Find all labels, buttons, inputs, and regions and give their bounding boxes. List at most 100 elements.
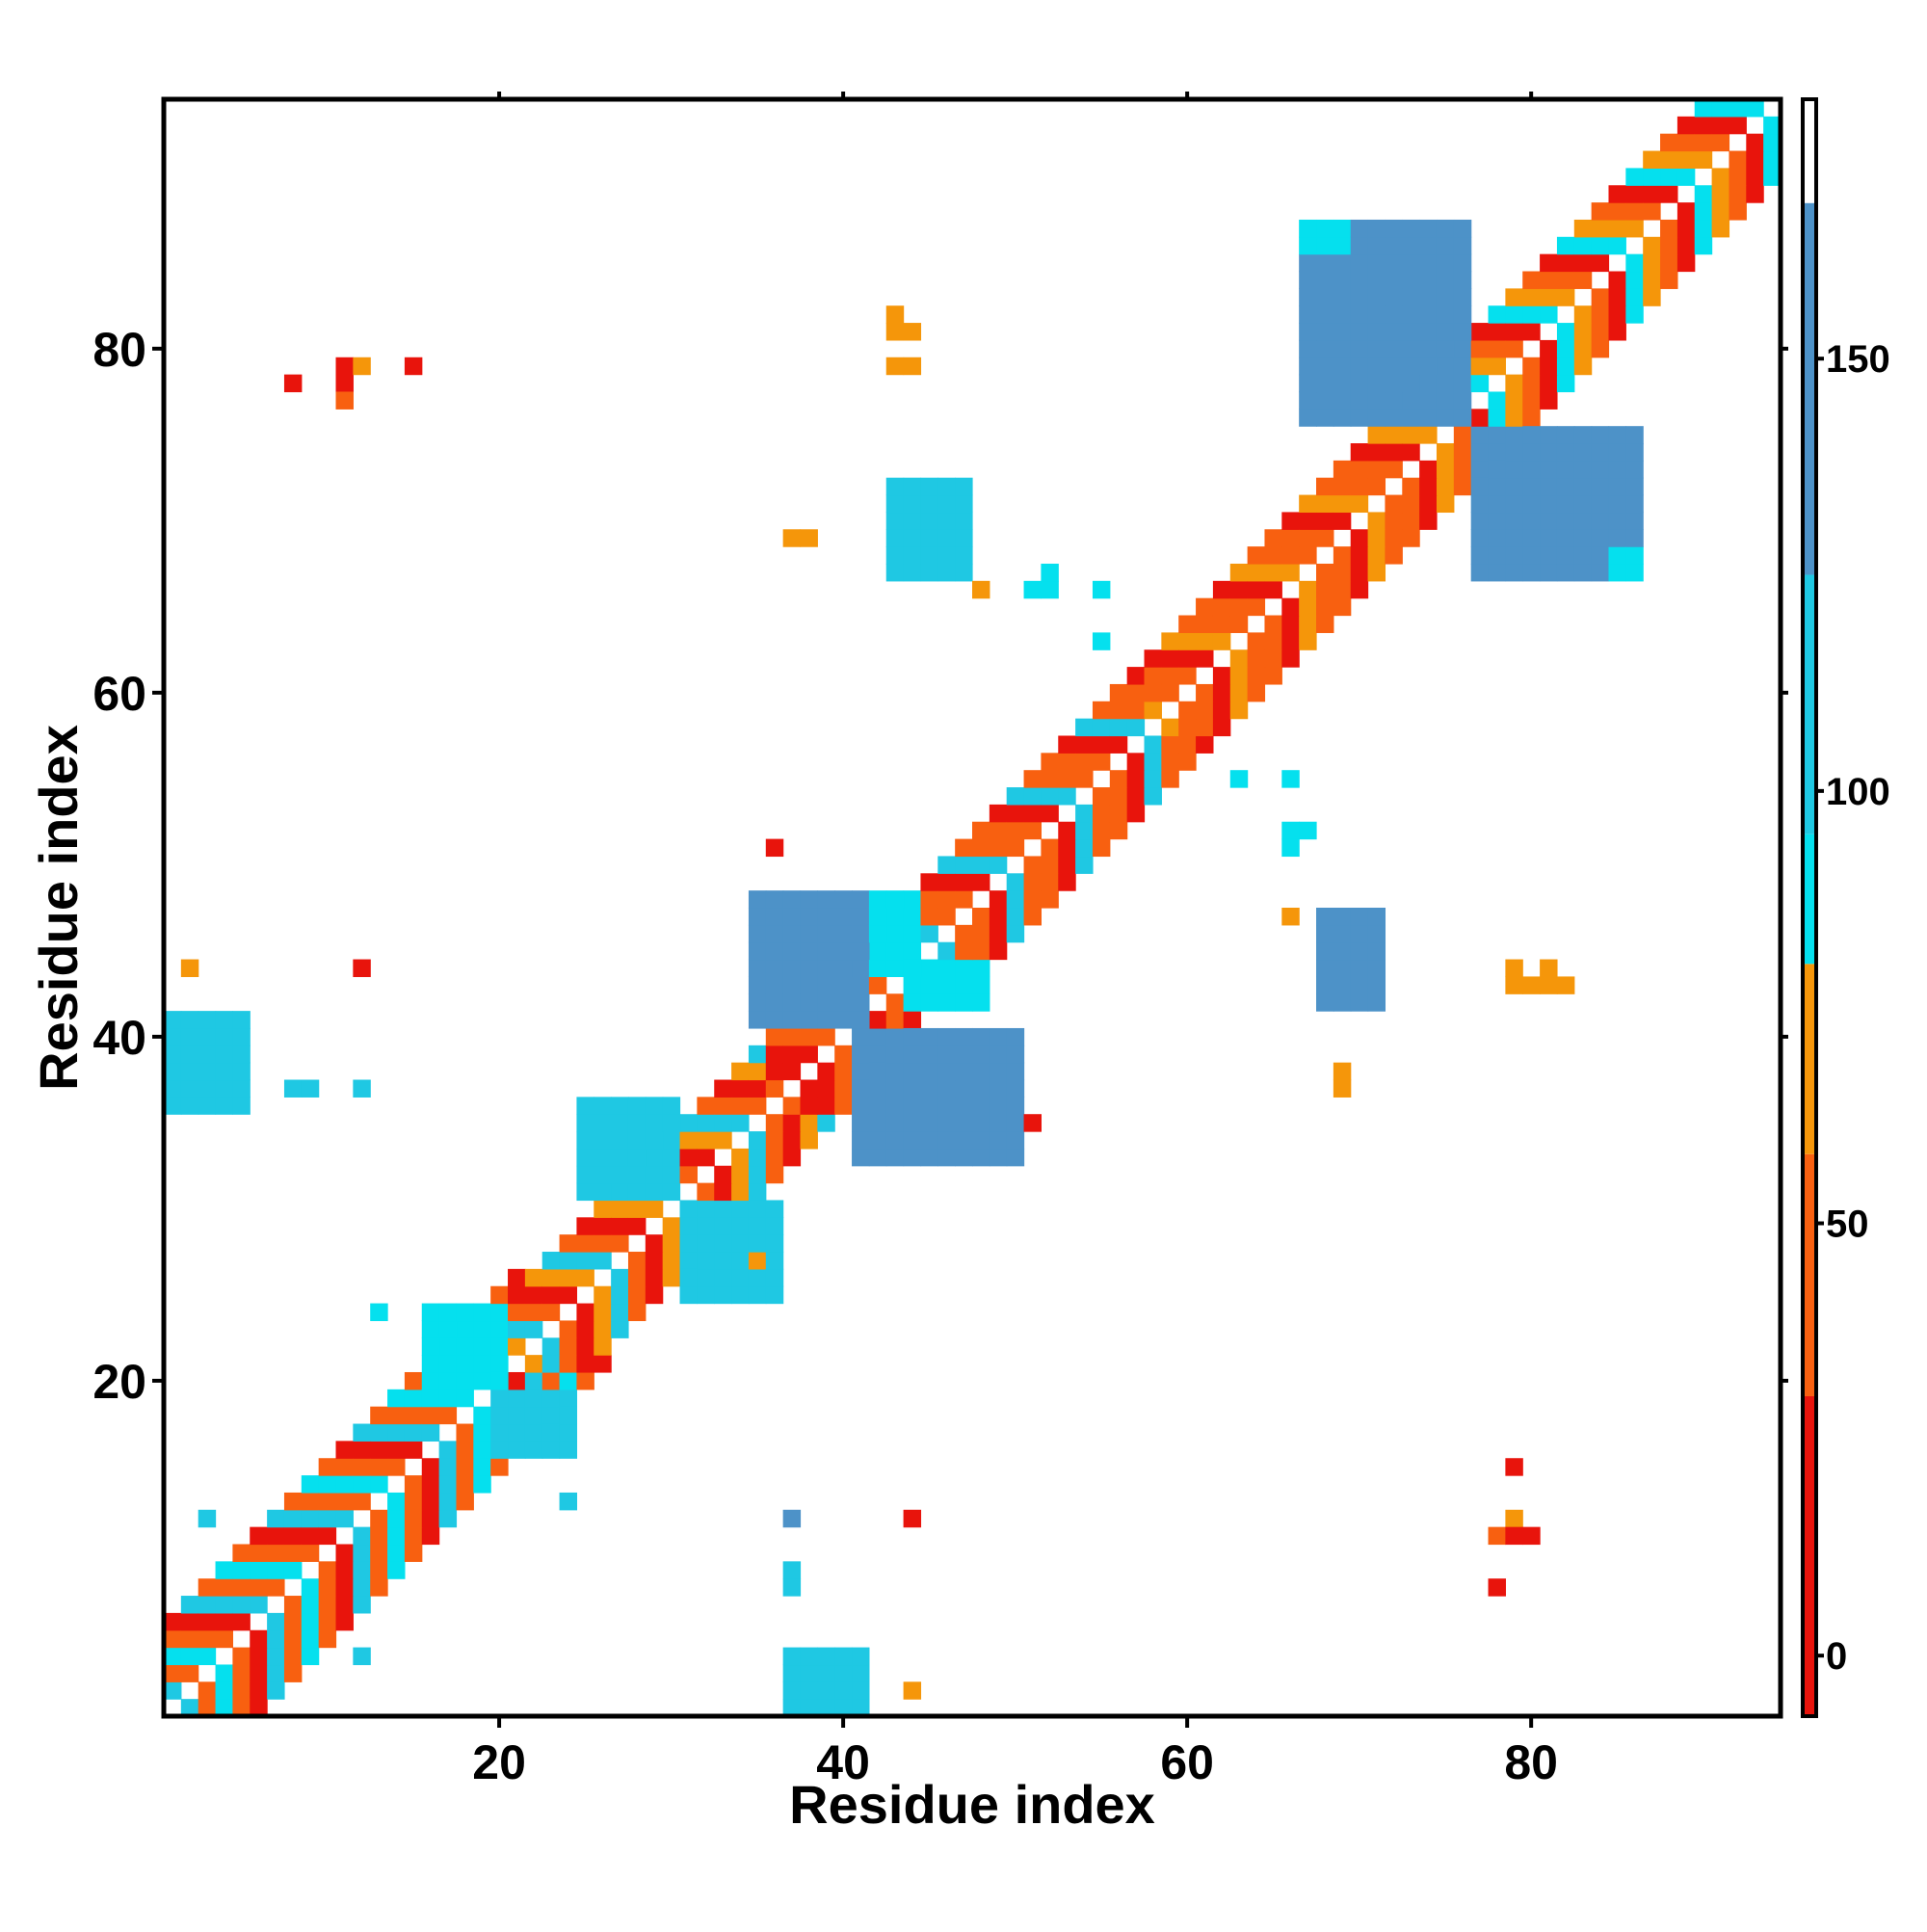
heatmap-cell bbox=[1608, 323, 1626, 341]
heatmap-cell bbox=[1316, 391, 1334, 410]
heatmap-cell bbox=[1522, 477, 1541, 496]
heatmap-cell bbox=[1573, 253, 1593, 273]
heatmap-cell bbox=[318, 1596, 337, 1614]
heatmap-cell bbox=[1299, 546, 1317, 565]
heatmap-cell bbox=[250, 1526, 268, 1546]
heatmap-cell bbox=[782, 976, 802, 994]
heatmap-cell bbox=[714, 1097, 732, 1115]
heatmap-cell bbox=[559, 1320, 578, 1338]
heatmap-cell bbox=[800, 1664, 818, 1682]
heatmap-cell bbox=[1196, 649, 1214, 668]
heatmap-cell bbox=[1436, 323, 1455, 341]
heatmap-cell bbox=[404, 1544, 423, 1562]
heatmap-cell bbox=[1126, 753, 1146, 771]
heatmap-cell bbox=[748, 976, 767, 994]
heatmap-cell bbox=[834, 1681, 853, 1700]
heatmap-cell bbox=[989, 804, 1008, 823]
heatmap-cell bbox=[937, 993, 956, 1012]
heatmap-cell bbox=[215, 1062, 233, 1081]
heatmap-cell bbox=[1212, 597, 1231, 617]
heatmap-cell bbox=[370, 1423, 388, 1442]
heatmap-cell bbox=[955, 1027, 973, 1046]
heatmap-cell bbox=[1333, 959, 1352, 977]
heatmap-cell bbox=[576, 1148, 594, 1167]
heatmap-cell bbox=[1023, 770, 1042, 788]
heatmap-cell bbox=[1058, 838, 1076, 858]
heatmap-cell bbox=[1402, 409, 1420, 427]
heatmap-cell bbox=[611, 1234, 629, 1253]
heatmap-cell bbox=[1419, 477, 1438, 496]
heatmap-cell bbox=[1247, 649, 1266, 668]
heatmap-cell bbox=[782, 1664, 802, 1682]
heatmap-cell bbox=[679, 1131, 698, 1150]
colorbar-band bbox=[1803, 964, 1816, 1154]
heatmap-cell bbox=[1402, 271, 1420, 289]
heatmap-cell bbox=[955, 838, 973, 858]
heatmap-cell bbox=[164, 1045, 182, 1064]
heatmap-cell bbox=[1023, 821, 1042, 840]
heatmap-cell bbox=[765, 1062, 784, 1081]
heatmap-cell bbox=[576, 1097, 594, 1115]
heatmap-cell bbox=[1419, 409, 1438, 427]
heatmap-cell bbox=[1660, 150, 1678, 169]
heatmap-cell bbox=[885, 1131, 905, 1150]
heatmap-cell bbox=[180, 1027, 199, 1046]
heatmap-cell bbox=[541, 1389, 561, 1408]
heatmap-cell bbox=[1350, 494, 1369, 514]
heatmap-cell bbox=[594, 1337, 612, 1356]
heatmap-cell bbox=[852, 993, 870, 1012]
heatmap-cell bbox=[1299, 821, 1317, 840]
heatmap-cell bbox=[817, 1027, 835, 1046]
heatmap-cell bbox=[885, 993, 905, 1012]
heatmap-cell bbox=[1573, 494, 1593, 514]
heatmap-cell bbox=[955, 1148, 973, 1167]
heatmap-cell bbox=[215, 1561, 233, 1579]
heatmap-cell bbox=[576, 1355, 594, 1373]
heatmap-cell bbox=[198, 1699, 217, 1717]
heatmap-cell bbox=[955, 1131, 973, 1150]
heatmap-cell bbox=[215, 1629, 233, 1649]
heatmap-cell bbox=[852, 1045, 870, 1064]
heatmap-cell bbox=[1419, 219, 1438, 238]
heatmap-cell bbox=[1436, 271, 1455, 289]
heatmap-cell bbox=[1385, 512, 1403, 530]
heatmap-cell bbox=[937, 1131, 956, 1150]
heatmap-cell bbox=[1540, 443, 1558, 462]
heatmap-cell bbox=[1299, 288, 1317, 306]
heatmap-cell bbox=[1591, 426, 1610, 444]
heatmap-cell bbox=[1402, 477, 1420, 496]
colorbar-band bbox=[1803, 99, 1816, 203]
heatmap-cell bbox=[748, 1217, 767, 1235]
heatmap-cell bbox=[1264, 580, 1282, 599]
heatmap-cell bbox=[232, 1647, 251, 1666]
heatmap-cell bbox=[1316, 908, 1334, 926]
heatmap-cell bbox=[748, 1234, 767, 1253]
heatmap-cell bbox=[1625, 185, 1644, 203]
heatmap-cell bbox=[1436, 339, 1455, 358]
x-tick-label: 20 bbox=[472, 1735, 526, 1789]
heatmap-cell bbox=[1625, 443, 1644, 462]
heatmap-cell bbox=[387, 1389, 406, 1408]
heatmap-cell bbox=[1367, 529, 1386, 547]
heatmap-cell bbox=[1556, 236, 1575, 255]
heatmap-cell bbox=[972, 924, 990, 943]
heatmap-cell bbox=[1453, 460, 1472, 479]
heatmap-cell bbox=[1299, 305, 1317, 324]
heatmap-cell bbox=[1126, 804, 1146, 823]
colorbar-frame bbox=[1801, 97, 1818, 1718]
heatmap-cell bbox=[1625, 288, 1644, 306]
heatmap-cell bbox=[1419, 494, 1438, 514]
heatmap-cell bbox=[524, 1406, 543, 1425]
heatmap-cell bbox=[164, 1629, 182, 1649]
heatmap-cell bbox=[1573, 271, 1593, 289]
heatmap-cell bbox=[1660, 253, 1678, 273]
heatmap-cell bbox=[1316, 305, 1334, 324]
heatmap-cell bbox=[782, 1561, 802, 1579]
heatmap-cell bbox=[353, 1441, 371, 1459]
heatmap-cell bbox=[1419, 323, 1438, 341]
heatmap-cell bbox=[972, 976, 990, 994]
heatmap-cell bbox=[1556, 477, 1575, 496]
heatmap-cell bbox=[1505, 529, 1523, 547]
heatmap-cell bbox=[1367, 426, 1386, 444]
heatmap-cell bbox=[1625, 426, 1644, 444]
